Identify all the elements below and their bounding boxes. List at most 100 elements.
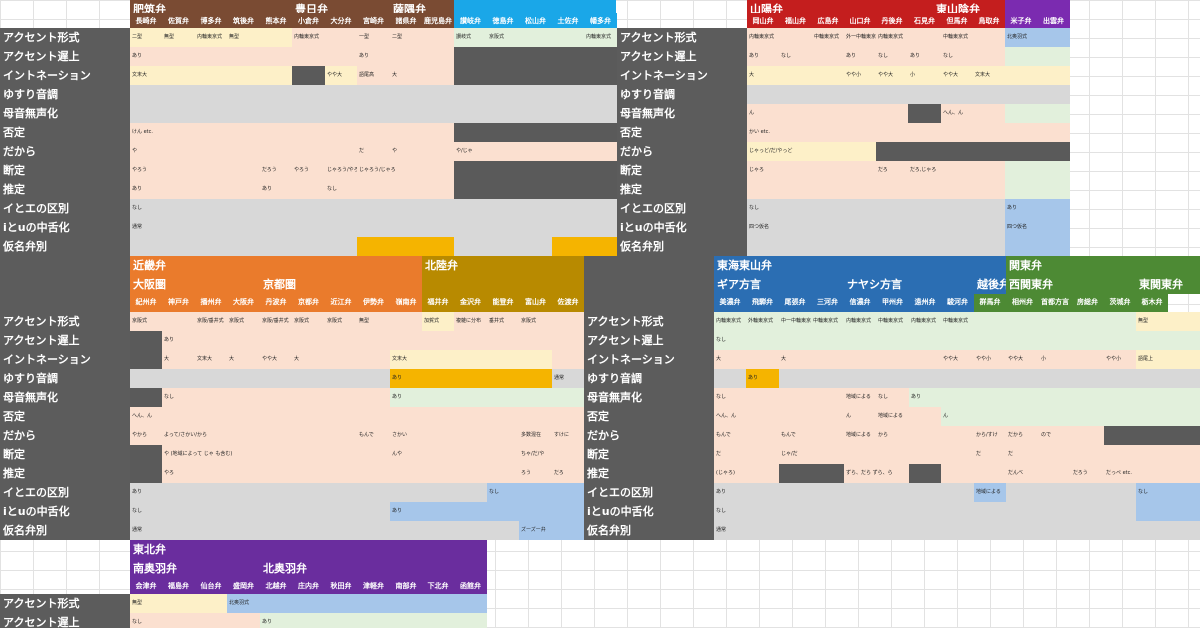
sub-header[interactable]: 甲州弁 — [876, 294, 909, 312]
row-label[interactable]: 断定 — [0, 445, 130, 464]
data-cell[interactable]: 内輪東京式 — [195, 28, 227, 47]
data-cell[interactable]: 文末大 — [195, 350, 227, 369]
data-cell[interactable]: かい etc. — [747, 123, 1070, 142]
sub-header[interactable]: 播州弁 — [195, 294, 227, 312]
data-cell[interactable] — [1005, 237, 1070, 256]
data-cell[interactable]: あり — [390, 388, 584, 407]
row-label[interactable]: 母音無声化 — [0, 104, 130, 123]
data-cell[interactable]: 四つ仮名 — [1005, 218, 1070, 237]
sub-header[interactable]: 博多弁 — [195, 13, 227, 28]
data-cell[interactable]: 京阪式 — [519, 312, 584, 331]
group-header[interactable]: 関東弁 — [1006, 256, 1200, 275]
sub-header[interactable]: 神戸弁 — [162, 294, 195, 312]
data-cell[interactable]: なし — [130, 199, 617, 218]
row-label[interactable]: イとエの区別 — [584, 483, 714, 502]
row-label[interactable]: 断定 — [617, 161, 747, 180]
data-cell[interactable]: 中輪東京式 — [941, 28, 1005, 47]
data-cell[interactable]: やや大 — [260, 350, 292, 369]
data-cell[interactable]: だ — [974, 445, 1006, 464]
data-cell[interactable]: 内輪東京式 — [292, 28, 357, 47]
data-cell[interactable] — [130, 388, 162, 407]
data-cell[interactable]: 京阪式 — [292, 312, 325, 331]
data-cell[interactable]: だろ,じゃろ — [908, 161, 1005, 180]
sub-header[interactable]: 幡多弁 — [584, 13, 617, 28]
sub-header[interactable]: 富山弁 — [519, 294, 552, 312]
data-cell[interactable] — [552, 237, 617, 256]
data-cell[interactable] — [390, 407, 584, 426]
data-cell[interactable]: あり — [747, 47, 779, 66]
subgroup-header[interactable]: ギア方言 — [714, 275, 844, 294]
data-cell[interactable]: 通常 — [552, 369, 584, 388]
data-cell[interactable]: へん、ん — [941, 104, 1005, 123]
sub-header[interactable]: 岡山弁 — [747, 13, 779, 28]
data-cell[interactable]: 語尾上 — [1136, 350, 1200, 369]
data-cell[interactable]: あり — [909, 388, 1200, 407]
data-cell[interactable] — [292, 66, 325, 85]
data-cell[interactable]: なし — [941, 47, 1005, 66]
row-label[interactable]: イントネーション — [617, 66, 747, 85]
row-label[interactable]: イントネーション — [584, 350, 714, 369]
row-label[interactable]: だから — [617, 142, 747, 161]
sub-header[interactable]: 房総弁 — [1071, 294, 1104, 312]
data-cell[interactable] — [130, 85, 617, 104]
data-cell[interactable]: 中輪東京式 — [941, 312, 1136, 331]
row-label[interactable]: 仮名弁別 — [0, 521, 130, 540]
data-cell[interactable] — [941, 464, 1006, 483]
row-label[interactable]: アクセント形式 — [0, 594, 130, 613]
data-cell[interactable]: 中輪東京式 — [812, 28, 844, 47]
data-cell[interactable]: 内輪東京式 — [714, 312, 746, 331]
sub-header[interactable]: 小倉弁 — [292, 13, 325, 28]
sub-header[interactable]: 茨城弁 — [1104, 294, 1136, 312]
sub-header[interactable]: 会津弁 — [130, 578, 162, 594]
row-label[interactable]: アクセント遅上 — [617, 47, 747, 66]
data-cell[interactable] — [779, 369, 1200, 388]
data-cell[interactable]: だんべ — [1006, 464, 1039, 483]
data-cell[interactable]: 地域による — [876, 407, 941, 426]
row-label[interactable]: アクセント遅上 — [584, 331, 714, 350]
row-label[interactable]: iとuの中舌化 — [0, 502, 130, 521]
group-header[interactable]: 北陸弁 — [422, 256, 584, 275]
data-cell[interactable]: さかい — [390, 426, 519, 445]
data-cell[interactable]: 無型 — [1136, 312, 1200, 331]
subgroup-header[interactable] — [390, 275, 422, 294]
data-cell[interactable]: なし — [325, 180, 357, 199]
data-cell[interactable]: なし — [876, 47, 908, 66]
data-cell[interactable]: あり — [130, 47, 357, 66]
sub-header[interactable]: 宮崎弁 — [357, 13, 390, 28]
sub-header[interactable]: 福山弁 — [779, 13, 812, 28]
data-cell[interactable]: なし — [1136, 483, 1200, 502]
data-cell[interactable]: やや大 — [325, 66, 357, 85]
sub-header[interactable]: 群馬弁 — [974, 294, 1006, 312]
sub-header[interactable]: 讃岐弁 — [454, 13, 487, 28]
data-cell[interactable]: 外一中輪東京式 — [844, 28, 876, 47]
sub-header[interactable]: 筑後弁 — [227, 13, 260, 28]
sub-header[interactable]: 熊本弁 — [260, 13, 292, 28]
data-cell[interactable] — [747, 85, 1070, 104]
sub-header[interactable]: 首都方言 — [1039, 294, 1071, 312]
data-cell[interactable]: 中一中輪東京式 — [779, 312, 811, 331]
row-label[interactable]: だから — [584, 426, 714, 445]
row-label[interactable]: 否定 — [617, 123, 747, 142]
row-label[interactable]: アクセント形式 — [584, 312, 714, 331]
data-cell[interactable]: やろう — [292, 161, 325, 180]
sub-header[interactable]: 北越弁 — [260, 578, 292, 594]
data-cell[interactable] — [552, 350, 584, 369]
data-cell[interactable]: 内輪東京式 — [584, 28, 617, 47]
data-cell[interactable]: よって/さかい/から — [162, 426, 357, 445]
sub-header[interactable]: 津軽弁 — [357, 578, 390, 594]
data-cell[interactable]: あり — [130, 483, 487, 502]
data-cell[interactable]: や/じゃ — [454, 142, 617, 161]
subgroup-header[interactable] — [422, 275, 584, 294]
data-cell[interactable]: 四つ仮名 — [747, 218, 1005, 237]
sub-header[interactable]: 仙台弁 — [195, 578, 227, 594]
data-cell[interactable] — [747, 237, 1005, 256]
data-cell[interactable]: 通常 — [714, 521, 1200, 540]
data-cell[interactable]: あり — [260, 180, 325, 199]
sub-header[interactable]: 丹波弁 — [260, 294, 292, 312]
data-cell[interactable] — [1005, 180, 1070, 199]
sub-header[interactable]: 相州弁 — [1006, 294, 1039, 312]
subgroup-header[interactable]: 東関東弁 — [1136, 275, 1200, 294]
row-label[interactable]: 母音無声化 — [0, 388, 130, 407]
data-cell[interactable]: じゃ/だ — [779, 445, 844, 464]
data-cell[interactable]: あり — [908, 47, 941, 66]
